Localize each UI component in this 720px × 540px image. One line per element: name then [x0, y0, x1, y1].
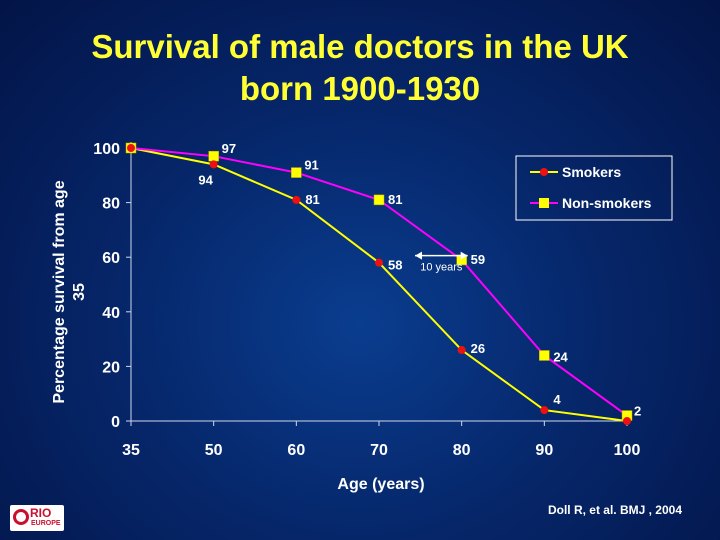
annotation-arrow-head-right: [460, 251, 468, 260]
smokers-point: [209, 160, 218, 169]
x-tick-label: 80: [453, 442, 471, 459]
smokers-point: [292, 195, 301, 204]
non-smokers-data-label: 24: [553, 349, 568, 364]
source-citation: Doll R, et al. BMJ , 2004: [547, 503, 682, 517]
y-tick-label: 100: [93, 141, 120, 158]
non-smokers-point: [208, 150, 219, 162]
x-tick-label: 35: [122, 442, 140, 459]
legend-non-smokers-marker: [539, 198, 549, 208]
smokers-data-label: 26: [471, 341, 485, 356]
non-smokers-point: [539, 350, 550, 361]
smokers-data-label: 58: [388, 258, 402, 273]
page-title: Survival of male doctors in the UK born …: [0, 26, 720, 110]
smokers-data-label: 4: [553, 392, 561, 407]
logo-word: RIO: [30, 506, 52, 520]
smokers-point: [540, 406, 549, 415]
legend-smokers-marker: [540, 168, 548, 176]
non-smokers-data-label: 91: [304, 158, 318, 173]
legend-box: [515, 155, 673, 221]
x-tick-label: 70: [370, 442, 388, 459]
y-axis-title-line: Percentage survival from age: [51, 180, 68, 403]
series-line-smokers: [130, 147, 628, 422]
non-smokers-point: [291, 167, 302, 178]
non-smokers-data-label: 97: [222, 141, 236, 156]
smokers-data-label: 81: [305, 192, 319, 207]
smokers-data-label: 94: [198, 172, 213, 187]
smokers-point: [457, 346, 466, 355]
annotation-arrow-head-left: [415, 251, 422, 260]
x-axis-title: Age (years): [337, 476, 424, 493]
title-line-1: Survival of male doctors in the UK: [91, 28, 629, 65]
x-tick-label: 100: [614, 442, 641, 459]
rio-europe-logo: RIO EUROPE: [10, 505, 64, 531]
y-tick-label: 40: [102, 305, 120, 322]
series-line-non-smokers: [130, 147, 628, 417]
non-smokers-point: [373, 194, 385, 206]
x-tick-label: 60: [287, 442, 305, 459]
y-axis-title-line: 35: [71, 283, 88, 301]
x-tick-label: 50: [205, 442, 223, 459]
y-tick-label: 60: [102, 250, 120, 267]
non-smokers-data-label: 81: [388, 192, 402, 207]
y-tick-label: 0: [111, 414, 120, 431]
non-smokers-data-label: 2: [634, 404, 641, 419]
annotation-label: 10 years: [420, 262, 463, 274]
smokers-point: [127, 144, 135, 152]
y-tick-label: 80: [102, 196, 120, 213]
smokers-point: [375, 258, 383, 267]
smokers-point: [623, 417, 631, 425]
y-tick-label: 20: [102, 359, 120, 376]
y-axis-title: Percentage survival from age 35: [51, 180, 88, 403]
legend-non-smokers-label: Non-smokers: [562, 195, 652, 211]
logo-ring-icon: [13, 509, 29, 525]
x-tick-label: 90: [535, 442, 553, 459]
legend-smokers-label: Smokers: [562, 164, 621, 180]
logo-subtext: EUROPE: [31, 520, 61, 527]
non-smokers-data-label: 59: [471, 252, 485, 267]
title-line-2: born 1900-1930: [239, 70, 481, 107]
